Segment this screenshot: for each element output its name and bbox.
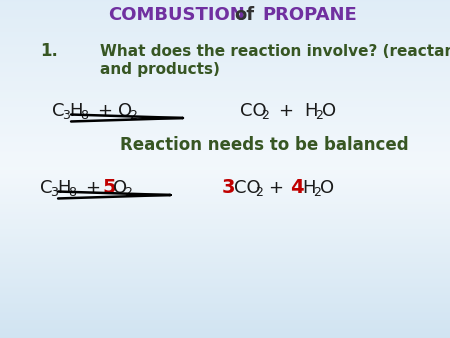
Text: and products): and products) (100, 62, 220, 77)
Text: O: O (320, 179, 334, 197)
Text: 2: 2 (313, 186, 321, 199)
Text: 4: 4 (290, 178, 304, 197)
Text: H: H (302, 179, 315, 197)
Text: 2: 2 (255, 186, 263, 199)
Text: What does the reaction involve? (reactants: What does the reaction involve? (reactan… (100, 44, 450, 59)
Text: 8: 8 (68, 186, 76, 199)
Text: of: of (234, 6, 254, 24)
Text: COMBUSTION: COMBUSTION (108, 6, 245, 24)
Text: 3: 3 (50, 186, 58, 199)
Text: H: H (57, 179, 71, 197)
Text: 5: 5 (102, 178, 116, 197)
Text: +: + (97, 102, 112, 120)
Text: CO: CO (234, 179, 261, 197)
Text: 2: 2 (129, 109, 137, 122)
Text: O: O (322, 102, 336, 120)
Text: H: H (304, 102, 318, 120)
Text: CO: CO (240, 102, 266, 120)
Text: 2: 2 (124, 186, 132, 199)
Text: 1.: 1. (40, 42, 58, 60)
Text: C: C (40, 179, 53, 197)
Text: 2: 2 (261, 109, 269, 122)
Text: C: C (52, 102, 64, 120)
Text: 8: 8 (80, 109, 88, 122)
Text: 3: 3 (62, 109, 70, 122)
Text: +: + (268, 179, 283, 197)
Text: 3: 3 (222, 178, 235, 197)
Text: PROPANE: PROPANE (262, 6, 357, 24)
Text: O: O (113, 179, 127, 197)
Text: H: H (69, 102, 82, 120)
Text: 2: 2 (315, 109, 323, 122)
Text: Reaction needs to be balanced: Reaction needs to be balanced (120, 136, 409, 154)
Text: O: O (118, 102, 132, 120)
Text: +: + (278, 102, 293, 120)
Text: +: + (85, 179, 100, 197)
